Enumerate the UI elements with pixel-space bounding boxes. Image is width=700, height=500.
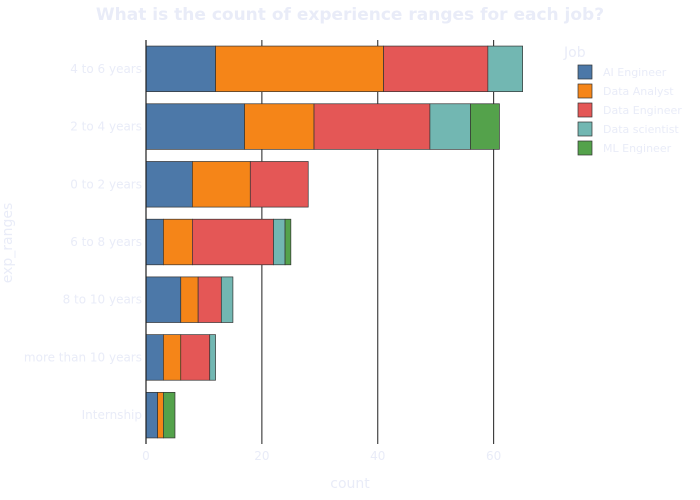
- plot-area: 0 20 40 60 4 to 6 years 2 to 4 years 0 to 2 ye…: [24, 40, 523, 463]
- legend-label: Data scientist: [603, 123, 679, 136]
- legend: Job AI Engineer Data Analyst Data Engineer…: [563, 45, 682, 156]
- bar-segment: [157, 391, 164, 439]
- bar-segment: [180, 334, 211, 381]
- bar-segment: [163, 218, 193, 266]
- bar-segment: [192, 218, 274, 266]
- bar-segment: [383, 45, 489, 93]
- bar-segment: [145, 391, 158, 439]
- bar-segment: [487, 45, 523, 93]
- x-axis-title: count: [330, 476, 370, 492]
- bar-segment: [197, 276, 222, 323]
- y-tick-label: 6 to 8 years: [70, 235, 142, 249]
- bar-segment: [145, 45, 216, 93]
- legend-label: Data Engineer: [603, 104, 682, 117]
- legend-swatch: [577, 83, 593, 99]
- chart-title: What is the count of experience ranges f…: [96, 5, 604, 25]
- bar-segment: [244, 103, 315, 150]
- bar-segment: [192, 161, 251, 208]
- legend-title: Job: [563, 45, 586, 61]
- y-tick-label: 8 to 10 years: [63, 293, 142, 307]
- legend-label: Data Analyst: [603, 85, 674, 98]
- y-axis-title: exp_ranges: [0, 203, 16, 284]
- y-tick-label: more than 10 years: [24, 350, 142, 364]
- bar-segment: [249, 161, 309, 208]
- y-tick-label: 0 to 2 years: [70, 177, 142, 191]
- legend-swatch: [577, 121, 593, 137]
- bar-segment: [163, 334, 182, 381]
- bar-segment: [145, 103, 245, 150]
- x-tick-label: 0: [142, 449, 150, 463]
- bar-segment: [209, 334, 216, 381]
- bar-segment: [284, 218, 292, 266]
- x-tick-label: 20: [254, 449, 269, 463]
- bar-segment: [470, 103, 500, 150]
- legend-label: ML Engineer: [603, 142, 672, 155]
- x-tick-label: 60: [486, 449, 501, 463]
- legend-swatch: [577, 102, 593, 118]
- bar-segment: [313, 103, 431, 150]
- bar-segment: [180, 276, 199, 323]
- bar-segment: [145, 161, 193, 208]
- legend-label: AI Engineer: [603, 66, 667, 79]
- bar-segment: [145, 218, 164, 266]
- x-tick-label: 40: [370, 449, 385, 463]
- legend-swatch: [577, 140, 593, 156]
- bar-segment: [220, 276, 234, 323]
- bar-segment: [145, 334, 164, 381]
- bar-segment: [215, 45, 384, 93]
- y-tick-label: Internship: [82, 408, 142, 422]
- legend-swatch: [577, 64, 593, 80]
- bar-segment: [163, 391, 176, 439]
- y-tick-label: 4 to 6 years: [70, 62, 142, 76]
- bar-segment: [429, 103, 471, 150]
- bar-segment: [273, 218, 286, 266]
- y-tick-label: 2 to 4 years: [70, 120, 142, 134]
- bar-segment: [145, 276, 182, 323]
